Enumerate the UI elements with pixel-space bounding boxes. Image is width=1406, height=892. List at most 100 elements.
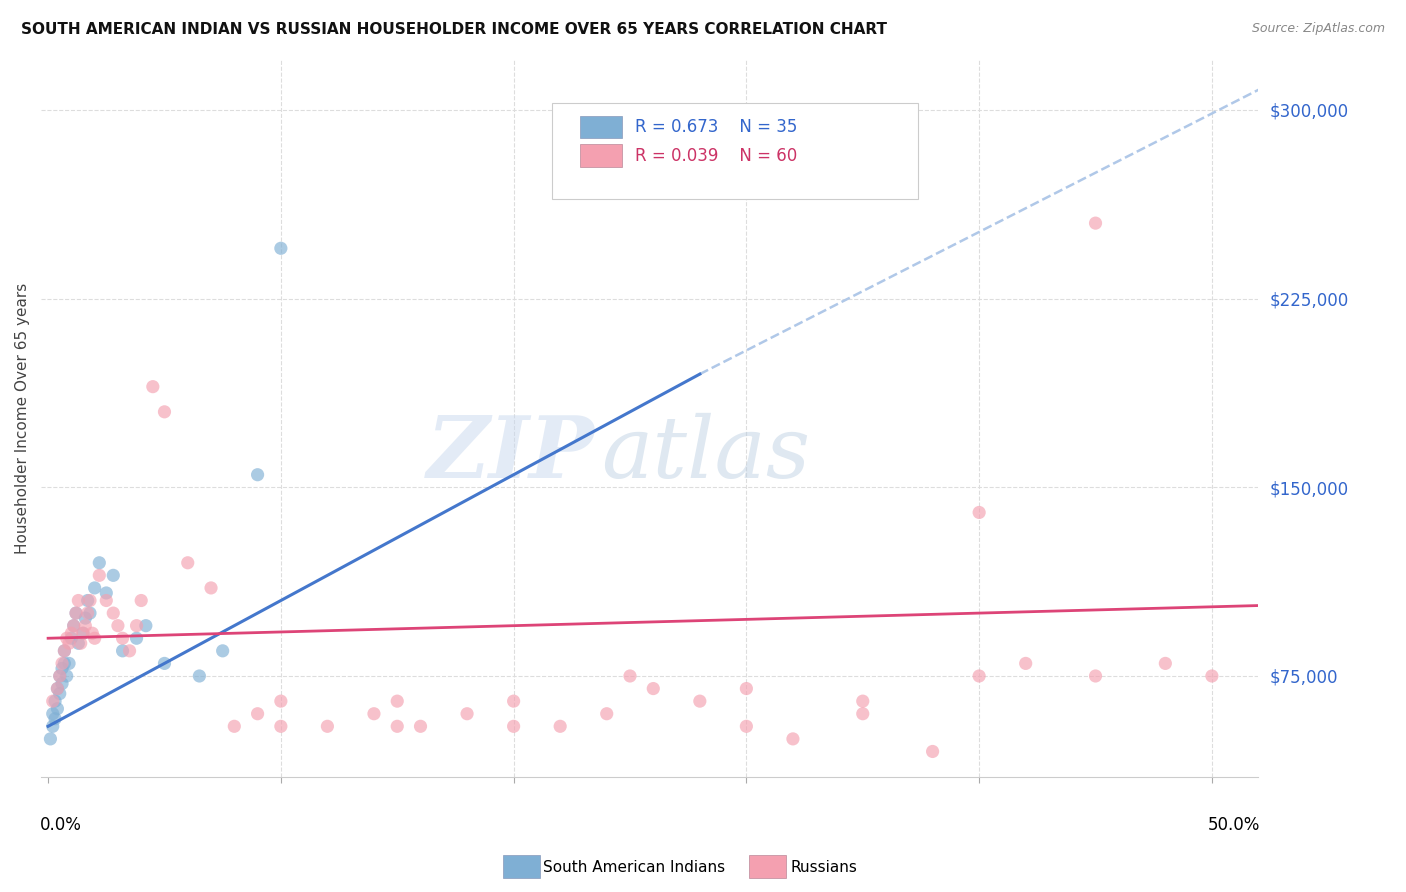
Point bbox=[921, 744, 943, 758]
Point bbox=[111, 644, 134, 658]
Point bbox=[79, 606, 101, 620]
Text: atlas: atlas bbox=[602, 413, 810, 495]
Point bbox=[89, 568, 111, 582]
Point bbox=[76, 593, 98, 607]
Point bbox=[270, 719, 292, 733]
Point bbox=[67, 593, 90, 607]
Point bbox=[153, 405, 176, 419]
Point bbox=[548, 719, 571, 733]
Point bbox=[502, 719, 524, 733]
Point bbox=[270, 241, 292, 255]
Point bbox=[60, 632, 83, 646]
Point bbox=[75, 618, 97, 632]
Point bbox=[270, 694, 292, 708]
Point bbox=[735, 681, 758, 696]
Point bbox=[65, 606, 87, 620]
Point bbox=[44, 712, 66, 726]
Point bbox=[387, 719, 409, 733]
Point bbox=[387, 694, 409, 708]
Text: South American Indians: South American Indians bbox=[543, 860, 725, 874]
Point bbox=[72, 626, 94, 640]
Point bbox=[188, 669, 211, 683]
Text: ZIP: ZIP bbox=[427, 412, 595, 496]
Point bbox=[852, 706, 875, 721]
Text: 50.0%: 50.0% bbox=[1208, 816, 1260, 834]
Point bbox=[502, 694, 524, 708]
Point bbox=[89, 556, 111, 570]
Point bbox=[735, 719, 758, 733]
Point bbox=[363, 706, 385, 721]
Point bbox=[125, 618, 148, 632]
Point bbox=[1154, 657, 1177, 671]
Point bbox=[58, 657, 80, 671]
Point bbox=[46, 681, 69, 696]
Point bbox=[82, 626, 104, 640]
Point bbox=[211, 644, 233, 658]
Point bbox=[1015, 657, 1038, 671]
Point bbox=[48, 687, 70, 701]
Point bbox=[224, 719, 246, 733]
Point bbox=[53, 644, 76, 658]
FancyBboxPatch shape bbox=[553, 103, 918, 200]
Point bbox=[55, 669, 77, 683]
Point bbox=[39, 731, 62, 746]
Point bbox=[48, 669, 70, 683]
FancyBboxPatch shape bbox=[581, 116, 621, 138]
Point bbox=[177, 556, 200, 570]
Point bbox=[75, 611, 97, 625]
Point bbox=[409, 719, 432, 733]
Point bbox=[65, 606, 87, 620]
Point bbox=[72, 626, 94, 640]
Point bbox=[42, 694, 65, 708]
Point bbox=[51, 676, 73, 690]
Point bbox=[107, 618, 129, 632]
Point bbox=[46, 681, 69, 696]
Text: R = 0.673    N = 35: R = 0.673 N = 35 bbox=[636, 118, 797, 136]
Point bbox=[83, 632, 105, 646]
Point bbox=[596, 706, 619, 721]
Point bbox=[619, 669, 641, 683]
Point bbox=[46, 702, 69, 716]
Point bbox=[142, 379, 165, 393]
Text: R = 0.039    N = 60: R = 0.039 N = 60 bbox=[636, 146, 797, 165]
Point bbox=[246, 706, 269, 721]
Point bbox=[1084, 216, 1107, 230]
Text: Source: ZipAtlas.com: Source: ZipAtlas.com bbox=[1251, 22, 1385, 36]
Point bbox=[135, 618, 157, 632]
Point bbox=[48, 669, 70, 683]
Text: 0.0%: 0.0% bbox=[39, 816, 82, 834]
Point bbox=[79, 593, 101, 607]
Point bbox=[125, 632, 148, 646]
Point bbox=[67, 636, 90, 650]
FancyBboxPatch shape bbox=[581, 145, 621, 167]
Point bbox=[62, 618, 84, 632]
Point bbox=[96, 586, 118, 600]
Point bbox=[111, 632, 134, 646]
Y-axis label: Householder Income Over 65 years: Householder Income Over 65 years bbox=[15, 283, 30, 554]
Point bbox=[96, 593, 118, 607]
Point bbox=[42, 706, 65, 721]
Point bbox=[69, 636, 91, 650]
Point bbox=[456, 706, 478, 721]
Point bbox=[58, 636, 80, 650]
Point bbox=[51, 661, 73, 675]
Point bbox=[55, 632, 77, 646]
Point bbox=[153, 657, 176, 671]
Point bbox=[246, 467, 269, 482]
Point bbox=[643, 681, 665, 696]
Point bbox=[62, 618, 84, 632]
Point bbox=[967, 506, 990, 520]
Text: Russians: Russians bbox=[790, 860, 858, 874]
Point bbox=[967, 669, 990, 683]
Point bbox=[53, 644, 76, 658]
Point bbox=[42, 719, 65, 733]
Point bbox=[76, 606, 98, 620]
Point bbox=[60, 626, 83, 640]
Point bbox=[689, 694, 711, 708]
Point bbox=[852, 694, 875, 708]
Point bbox=[316, 719, 339, 733]
Point bbox=[83, 581, 105, 595]
Point bbox=[129, 593, 152, 607]
Point bbox=[53, 657, 76, 671]
Point bbox=[1084, 669, 1107, 683]
